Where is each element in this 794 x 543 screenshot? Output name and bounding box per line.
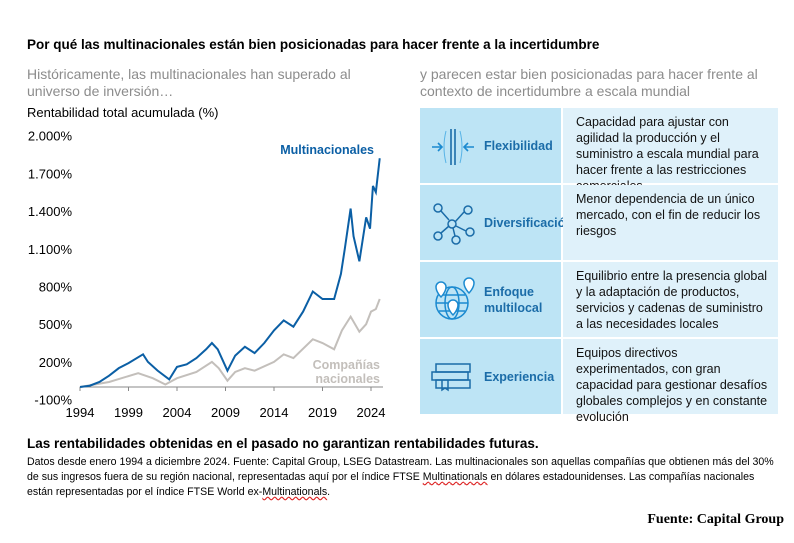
source-label: Fuente: Capital Group [647,512,784,527]
y-tick-label: 1.700% [28,166,73,181]
feature-label-cell: Flexibilidad [420,108,563,183]
x-tick-label: 2009 [211,405,240,420]
feature-label-cell: Experiencia [420,339,563,414]
feature-row: Enfoque multilocal Equilibrio entre la pr… [420,262,778,339]
network-nodes-icon [433,202,475,245]
compression-arrows-icon [432,128,474,165]
notes-text: Datos desde enero 1994 a diciembre 2024.… [27,456,774,483]
feature-description: Equipos directivos experimentados, con g… [563,339,778,424]
series-label-multinacionales: Multinacionales [280,143,374,157]
notes-text: en dólares estadounidenses. Las compañía… [27,471,755,498]
x-tick-label: 1994 [66,405,95,420]
feature-description: Menor dependencia de un único mercado, c… [563,185,778,260]
y-tick-label: 800% [39,279,73,294]
feature-row: Flexibilidad Capacidad para ajustar con a… [420,108,778,193]
series-line-nacionales [79,298,381,388]
feature-label: Flexibilidad [484,138,553,153]
globe-pins-icon [435,276,475,320]
y-axis-title: Rentabilidad total acumulada (%) [27,105,219,120]
disclaimer: Las rentabilidades obtenidas en el pasad… [27,436,539,451]
x-tick-label: 2024 [357,405,386,420]
y-tick-label: 500% [39,317,73,332]
y-tick-label: 2.000% [28,129,73,144]
feature-row: Experiencia Equipos directivos experiment… [420,339,778,424]
x-tick-label: 1999 [114,405,143,420]
feature-label-cell: Enfoque multilocal [420,262,563,337]
notes-text: Multinationals [262,486,328,498]
features-table: Flexibilidad Capacidad para ajustar con a… [420,108,778,424]
left-subtitle: Históricamente, las multinacionales han … [27,66,351,99]
line-chart: 1994 1999 2004 2009 2014 2019 2024 -100% 200% 500… [28,129,386,420]
feature-description: Equilibrio entre la presencia global y l… [563,262,778,337]
page-title: Por qué las multinacionales están bien p… [27,37,600,52]
right-subtitle: y parecen estar bien posicionadas para h… [420,66,758,99]
series-label-nacionales: Compañías nacionales [313,358,380,386]
footnotes: Datos desde enero 1994 a diciembre 2024.… [27,455,777,500]
x-tick-label: 2014 [260,405,289,420]
y-tick-label: 1.100% [28,242,73,257]
feature-label-cell: Diversificación [420,185,573,260]
feature-description: Capacidad para ajustar con agilidad la p… [563,108,778,193]
x-tick-label: 2019 [308,405,337,420]
notes-text: . [327,486,331,498]
series-line-multinacionales [79,158,381,388]
y-tick-label: -100% [34,393,72,408]
feature-label: Diversificación [484,215,573,230]
y-tick-label: 1.400% [28,204,73,219]
x-tick-label: 2004 [163,405,192,420]
feature-label: Enfoque multilocal [484,284,543,315]
feature-label: Experiencia [484,369,555,384]
feature-row: Diversificación Menor dependencia de un ú… [420,185,778,262]
y-tick-label: 200% [39,355,73,370]
books-icon [431,362,471,391]
notes-text: Multinationals [422,471,488,483]
